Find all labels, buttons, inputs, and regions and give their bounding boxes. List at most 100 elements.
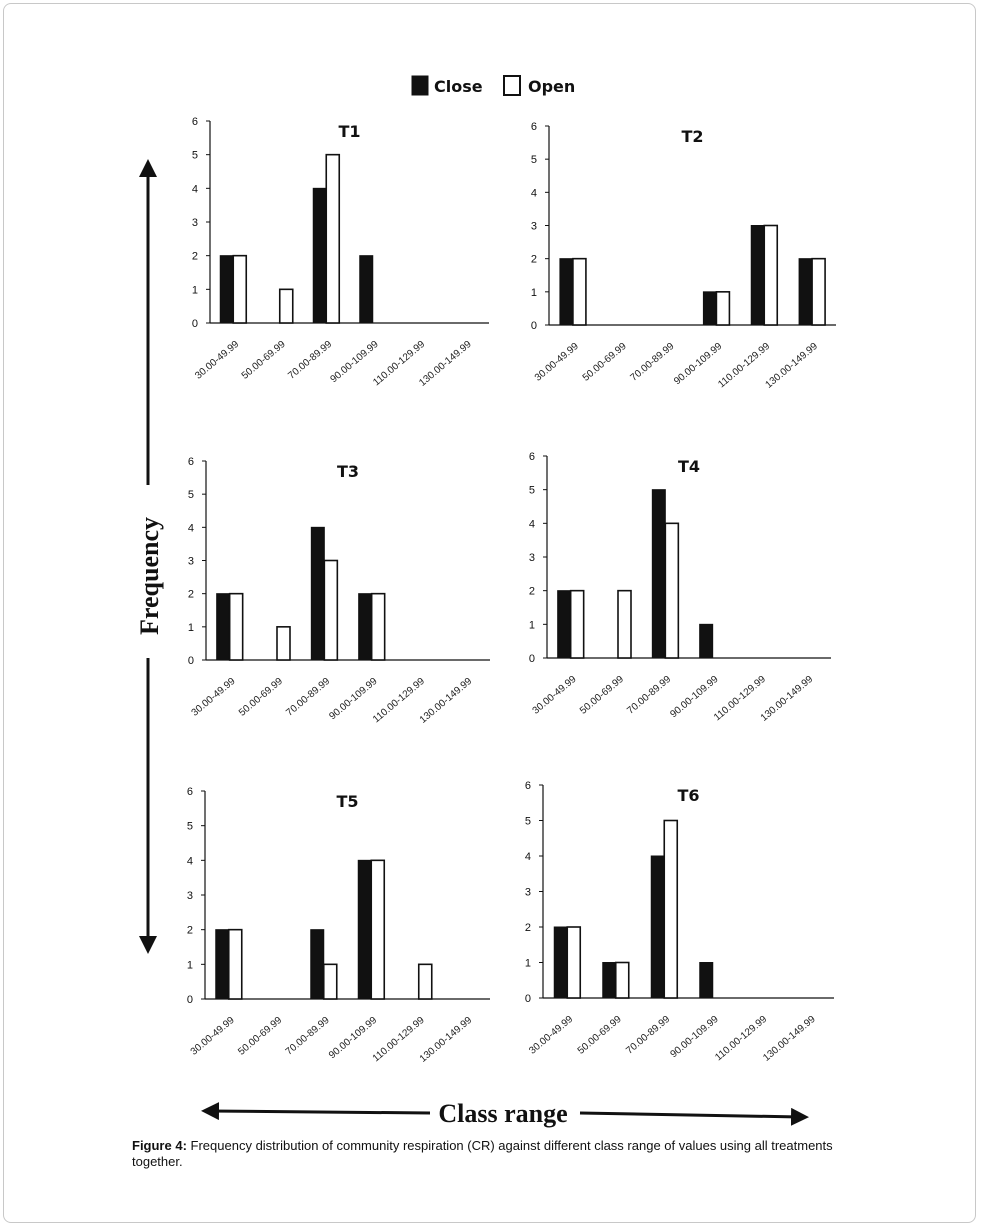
bar-open <box>322 963 338 1000</box>
y-tick-label: 2 <box>187 925 193 937</box>
category-label: 90.00-109.99 <box>668 1014 721 1061</box>
y-tick-label: 4 <box>529 518 535 530</box>
category-label: 50.00-69.99 <box>578 674 626 717</box>
y-tick-label: 6 <box>192 116 198 128</box>
y-tick-label: 2 <box>525 922 531 934</box>
class-range-axis-title: Class range <box>438 1099 567 1128</box>
y-tick-label: 0 <box>187 994 193 1006</box>
bar-open <box>276 626 291 661</box>
category-label: 50.00-69.99 <box>581 341 629 384</box>
bar-open <box>763 224 779 326</box>
legend-label-close: Close <box>434 77 483 96</box>
bar-open <box>715 291 731 326</box>
y-tick-label: 6 <box>525 780 531 792</box>
bar-open <box>614 961 630 999</box>
panel-title: T6 <box>677 786 699 805</box>
bar-close <box>702 291 717 326</box>
bar-close <box>559 258 574 326</box>
chart-panel-t1: 0 1 2 3 4 5 6 T1 30.00-49.9950.00-69.9970.00-89.… <box>192 116 489 389</box>
category-label: 50.00-69.99 <box>236 1015 284 1058</box>
bar-close <box>357 859 372 1000</box>
category-label: 70.00-89.99 <box>629 341 677 384</box>
category-label: 30.00-49.99 <box>190 676 238 719</box>
bar-open <box>566 926 582 999</box>
class-range-arrow-left <box>201 1102 431 1121</box>
bar-open <box>325 153 341 324</box>
category-label: 70.00-89.99 <box>284 676 332 719</box>
category-label: 130.00-149.99 <box>759 674 816 724</box>
legend: Close Open <box>411 75 575 96</box>
legend-swatch-close <box>411 75 429 96</box>
y-tick-label: 6 <box>531 121 537 133</box>
y-tick-label: 5 <box>525 816 531 828</box>
caption-label: Figure 4: <box>132 1138 187 1153</box>
bar-close <box>216 593 231 661</box>
bar-open <box>569 589 585 659</box>
y-tick-label: 1 <box>188 622 194 634</box>
frequency-axis-title: Frequency <box>135 517 164 635</box>
y-tick-label: 6 <box>187 786 193 798</box>
category-label: 30.00-49.99 <box>189 1015 237 1058</box>
bar-close <box>312 187 327 324</box>
category-label: 30.00-49.99 <box>533 341 581 384</box>
chart-panel-t5: 0 1 2 3 4 5 6 T5 30.00-49.99 50.00-69.99 70.00-89.… <box>187 786 490 1065</box>
bar-close <box>699 962 714 999</box>
bar-open <box>232 254 248 324</box>
bar-open <box>227 928 243 1000</box>
bar-close <box>557 590 572 659</box>
y-tick-label: 5 <box>529 485 535 497</box>
y-tick-label: 6 <box>188 456 194 468</box>
y-tick-label: 0 <box>525 993 531 1005</box>
y-tick-label: 0 <box>529 653 535 665</box>
y-tick-label: 2 <box>188 589 194 601</box>
panel-title: T5 <box>336 792 358 811</box>
y-tick-label: 1 <box>187 959 193 971</box>
bar-open <box>664 522 680 659</box>
panel-title: T1 <box>338 122 360 141</box>
y-tick-label: 3 <box>188 556 194 568</box>
bar-close <box>651 489 666 659</box>
y-tick-label: 5 <box>531 154 537 166</box>
category-label: 70.00-89.99 <box>284 1015 332 1058</box>
y-tick-label: 5 <box>187 821 193 833</box>
bar-close <box>215 929 230 1000</box>
y-tick-label: 6 <box>529 451 535 463</box>
y-tick-label: 4 <box>188 522 194 534</box>
bar-close <box>219 255 234 324</box>
y-tick-label: 0 <box>192 318 198 330</box>
y-tick-label: 2 <box>192 251 198 263</box>
y-tick-label: 2 <box>531 254 537 266</box>
y-tick-label: 4 <box>192 183 198 195</box>
y-tick-label: 4 <box>187 855 193 867</box>
category-label: 30.00-49.99 <box>193 339 241 382</box>
bar-open <box>370 859 386 1000</box>
legend-label-open: Open <box>528 77 575 96</box>
figure-frame <box>3 3 976 1223</box>
chart-panel-t6: 0 1 2 3 4 5 6 T6 30.00-49.99 50.00-69.99 70.00-89.… <box>525 780 834 1064</box>
bar-open <box>228 592 244 661</box>
figure-caption: Figure 4: Frequency distribution of comm… <box>132 1138 862 1170</box>
bar-open <box>323 559 339 661</box>
chart-panel-t4: 0 1 2 3 4 5 6 T4 30.00-49.99 50.00-69.99 70.00-89.… <box>529 451 831 724</box>
category-label: 130.00-149.99 <box>764 341 821 391</box>
category-label: 30.00-49.99 <box>527 1014 575 1057</box>
category-label: 50.00-69.99 <box>240 339 288 382</box>
category-label: 130.00-149.99 <box>418 676 475 726</box>
category-label: 130.00-149.99 <box>418 1015 475 1065</box>
category-label: 50.00-69.99 <box>576 1014 624 1057</box>
y-tick-label: 3 <box>531 221 537 233</box>
panel-title: T2 <box>681 127 703 146</box>
y-tick-label: 5 <box>192 150 198 162</box>
y-tick-label: 1 <box>531 287 537 299</box>
bar-close <box>358 593 373 661</box>
y-tick-label: 5 <box>188 489 194 501</box>
bar-open <box>572 257 587 326</box>
y-tick-label: 3 <box>529 552 535 564</box>
bar-close <box>798 258 813 326</box>
bar-open <box>370 592 386 661</box>
bar-close <box>310 526 325 661</box>
caption-text: Frequency distribution of community resp… <box>132 1138 833 1169</box>
class-range-arrow-right <box>579 1107 809 1126</box>
